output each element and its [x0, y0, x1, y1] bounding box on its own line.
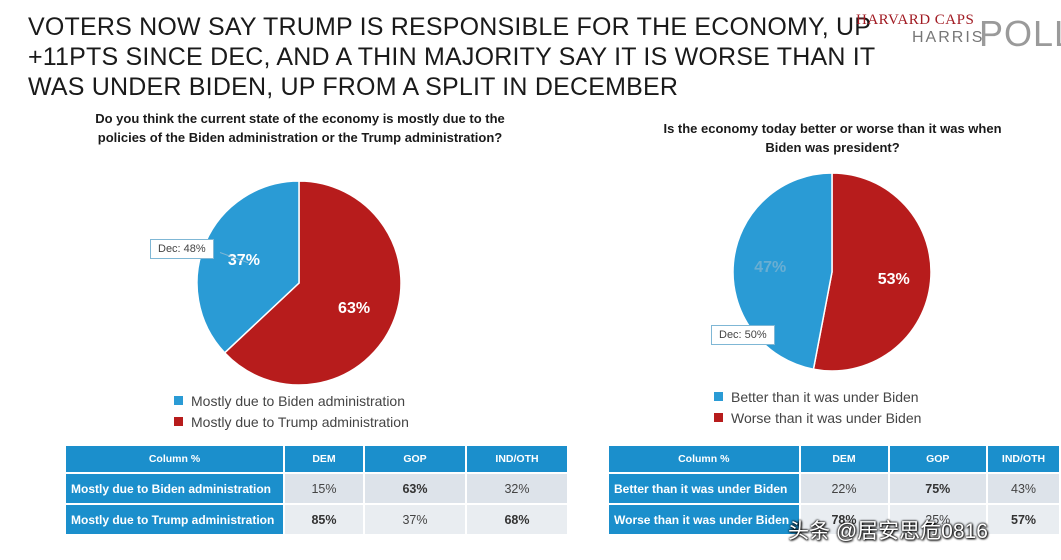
table-cell: 25%: [889, 505, 987, 534]
legend-item: Better than it was under Biden: [714, 386, 921, 407]
headline-line-3: WAS UNDER BIDEN, UP FROM A SPLIT IN DECE…: [28, 73, 679, 101]
table-cell: 68%: [467, 505, 567, 534]
legend-label: Mostly due to Biden administration: [191, 392, 405, 409]
harvard-caps-harris-poll-logo: HARVARD CAPS HARRIS POLL: [856, 12, 1061, 52]
table-header: GOP: [365, 446, 465, 472]
chart-2-legend: Better than it was under Biden Worse tha…: [714, 386, 921, 428]
table-cell: 15%: [285, 474, 363, 503]
table-row-label: Mostly due to Trump administration: [66, 505, 283, 534]
pie-slice-label: 53%: [878, 271, 910, 288]
legend-label: Better than it was under Biden: [731, 388, 919, 405]
table-cell: 37%: [365, 505, 465, 534]
legend-item: Mostly due to Trump administration: [174, 411, 409, 432]
table-cell: 22%: [800, 474, 888, 503]
table-header: Column %: [609, 446, 799, 472]
table-row: Better than it was under Biden 22% 75% 4…: [609, 474, 1059, 503]
table-header: GOP: [889, 446, 987, 472]
chart-1-legend: Mostly due to Biden administration Mostl…: [174, 390, 409, 432]
legend-item: Worse than it was under Biden: [714, 407, 921, 428]
table-row: Mostly due to Biden administration 15% 6…: [66, 474, 567, 503]
table-header: IND/OTH: [988, 446, 1059, 472]
table-cell: 63%: [365, 474, 465, 503]
legend-swatch-blue: [714, 392, 723, 401]
pie-slice-blue: [732, 172, 833, 371]
table-header: DEM: [285, 446, 363, 472]
chart-2-question: Is the economy today better or worse tha…: [663, 121, 1002, 155]
logo-line-2: HARRIS: [912, 29, 985, 46]
table-row-label: Worse than it was under Biden: [609, 505, 799, 534]
table-header: Column %: [66, 446, 283, 472]
table-cell: 78%: [800, 505, 888, 534]
legend-label: Worse than it was under Biden: [731, 409, 922, 426]
legend-label: Mostly due to Trump administration: [191, 413, 409, 430]
headline-line-1: VOTERS NOW SAY TRUMP IS RESPONSIBLE FOR …: [28, 13, 872, 41]
chart-1-pie: 63%37%: [196, 180, 402, 386]
logo-poll: POLL: [979, 13, 1061, 54]
legend-swatch-red: [174, 417, 183, 426]
chart-1-crosstab: Column % DEM GOP IND/OTH Mostly due to B…: [64, 444, 569, 536]
table-row: Mostly due to Trump administration 85% 3…: [66, 505, 567, 534]
table-cell: 43%: [988, 474, 1059, 503]
chart-2-callout: Dec: 50%: [711, 325, 775, 345]
table-header: DEM: [800, 446, 888, 472]
chart-2-crosstab: Column % DEM GOP IND/OTH Better than it …: [607, 444, 1061, 536]
table-row-label: Mostly due to Biden administration: [66, 474, 283, 503]
pie-slice-red: [223, 180, 402, 386]
legend-item: Mostly due to Biden administration: [174, 390, 409, 411]
chart-1-question: Do you think the current state of the ec…: [95, 111, 505, 145]
table-header-row: Column % DEM GOP IND/OTH: [609, 446, 1059, 472]
chart-1-callout: Dec: 48%: [150, 239, 214, 259]
table-cell: 75%: [889, 474, 987, 503]
headline: VOTERS NOW SAY TRUMP IS RESPONSIBLE FOR …: [28, 12, 876, 102]
chart-2-pie: 53% 47%: [732, 172, 932, 372]
table-header-row: Column % DEM GOP IND/OTH: [66, 446, 567, 472]
pie-slice-label: 47%: [754, 259, 786, 276]
table-cell: 57%: [988, 505, 1059, 534]
pie-slice-red: [812, 172, 932, 372]
table-cell: 32%: [467, 474, 567, 503]
table-cell: 85%: [285, 505, 363, 534]
table-header: IND/OTH: [467, 446, 567, 472]
table-row-label: Better than it was under Biden: [609, 474, 799, 503]
logo-line-1: HARVARD CAPS: [856, 12, 975, 28]
watermark: 头条 @居安思危0816: [788, 520, 988, 543]
headline-line-2: +11PTS SINCE DEC, AND A THIN MAJORITY SA…: [28, 43, 876, 71]
table-row: Worse than it was under Biden 78% 25% 57…: [609, 505, 1059, 534]
legend-swatch-red: [714, 413, 723, 422]
legend-swatch-blue: [174, 396, 183, 405]
pie-slice-label: 63%: [338, 300, 370, 317]
